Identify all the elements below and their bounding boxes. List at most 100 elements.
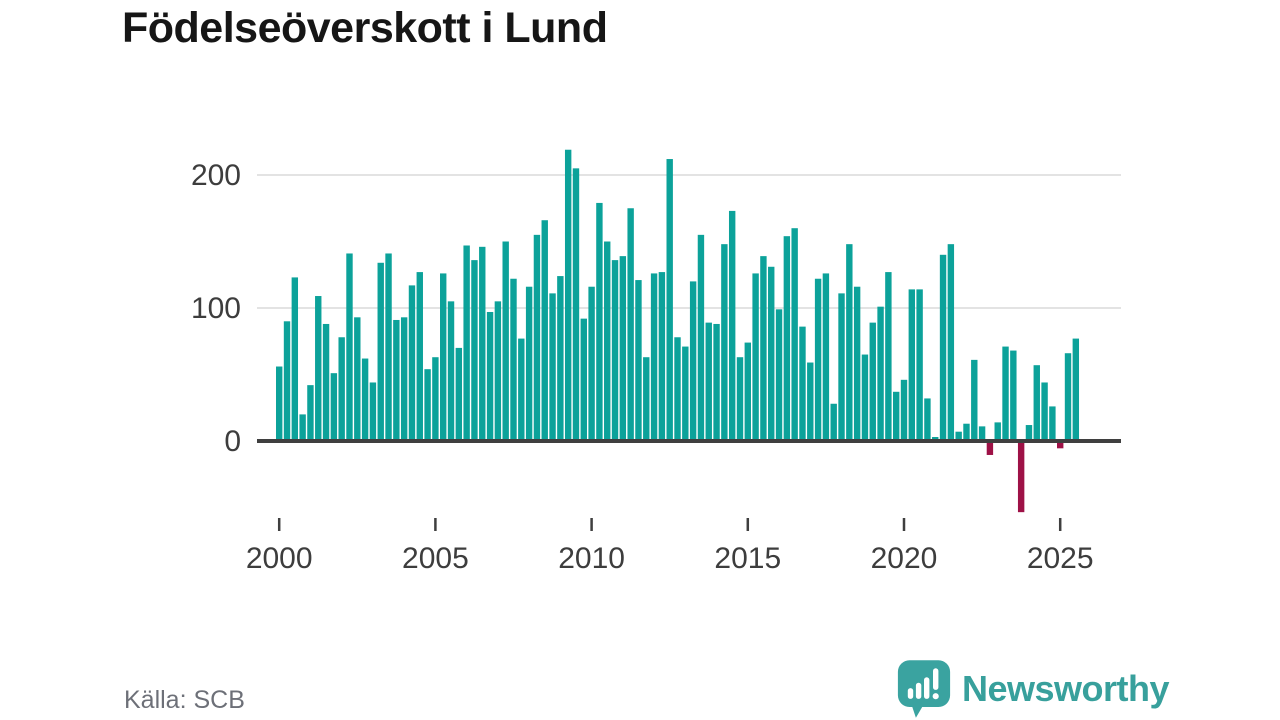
bar xyxy=(783,236,791,441)
bar xyxy=(799,326,806,441)
bar xyxy=(752,273,759,441)
bar xyxy=(1072,338,1080,441)
bar xyxy=(1049,406,1056,441)
bar xyxy=(768,266,775,441)
bar xyxy=(619,256,627,441)
bar xyxy=(400,317,408,441)
bar xyxy=(869,322,876,441)
bar xyxy=(1064,353,1072,441)
bar xyxy=(939,254,947,441)
bar xyxy=(549,293,556,441)
x-axis-tick-label: 2010 xyxy=(558,542,625,575)
bar xyxy=(354,317,361,441)
bar xyxy=(986,443,994,455)
bar xyxy=(432,357,439,441)
bar xyxy=(627,208,634,441)
bar xyxy=(971,359,978,441)
bar xyxy=(744,342,751,441)
bar xyxy=(588,286,595,441)
bar xyxy=(557,276,564,441)
bar xyxy=(643,357,650,441)
x-axis-tick-label: 2015 xyxy=(714,542,781,575)
chart-title: Födelseöverskott i Lund xyxy=(122,4,608,52)
bar xyxy=(1033,365,1040,441)
bar xyxy=(994,422,1001,441)
x-axis-tick-label: 2020 xyxy=(871,542,938,575)
bar xyxy=(1010,350,1017,441)
bar xyxy=(1017,443,1025,513)
bar xyxy=(479,246,486,441)
bar xyxy=(721,244,728,441)
bar xyxy=(283,321,291,441)
bar xyxy=(369,382,377,441)
newsworthy-wordmark: Newsworthy xyxy=(962,668,1170,709)
x-axis-tick-label: 2025 xyxy=(1027,542,1094,575)
bar xyxy=(611,260,619,441)
bar xyxy=(385,253,392,441)
x-axis-tick-label: 2000 xyxy=(246,542,313,575)
bar xyxy=(299,414,306,441)
x-axis-tick-label: 2005 xyxy=(402,542,469,575)
bar xyxy=(494,301,502,441)
bar xyxy=(596,202,603,441)
bar xyxy=(1025,425,1033,441)
y-axis-tick-label: 200 xyxy=(191,159,241,192)
bar xyxy=(947,244,955,441)
bar xyxy=(307,385,314,441)
bar xyxy=(291,277,299,441)
bar xyxy=(689,281,697,441)
bar xyxy=(525,286,533,441)
bar xyxy=(1002,346,1009,441)
bar xyxy=(424,369,431,441)
bar xyxy=(518,338,525,441)
bar xyxy=(330,373,338,441)
bar xyxy=(861,354,869,441)
bar xyxy=(846,244,853,441)
bar xyxy=(361,358,369,441)
bar xyxy=(315,296,322,441)
bar xyxy=(697,234,705,441)
bar xyxy=(900,379,908,441)
bar xyxy=(650,273,658,441)
bar xyxy=(838,293,845,441)
bar xyxy=(885,272,892,441)
bar xyxy=(814,278,822,441)
y-axis-tick-label: 100 xyxy=(191,292,241,325)
bar xyxy=(736,357,744,441)
bar xyxy=(564,149,572,442)
bar xyxy=(447,301,455,441)
bar xyxy=(346,253,353,441)
bar xyxy=(892,391,900,441)
bar xyxy=(853,286,861,441)
bar xyxy=(338,337,345,441)
bar xyxy=(830,403,837,441)
birth-surplus-bar-chart: 0 100 200 2000 2005 2010 2015 2020 2025 xyxy=(191,149,1121,575)
y-axis-tick-label: 0 xyxy=(224,425,241,458)
bar xyxy=(533,234,541,441)
bar xyxy=(908,289,916,441)
bar xyxy=(377,262,384,441)
bar xyxy=(666,159,673,442)
bar xyxy=(791,228,798,441)
bar xyxy=(408,285,416,441)
bar xyxy=(440,273,447,441)
bar xyxy=(510,278,517,441)
bar xyxy=(877,306,884,441)
newsworthy-logo: Newsworthy xyxy=(897,659,1170,719)
bar xyxy=(674,337,681,441)
bar xyxy=(822,273,830,441)
bar xyxy=(705,322,712,441)
bar xyxy=(916,289,923,441)
bar xyxy=(486,311,494,441)
bar xyxy=(455,347,463,441)
bar xyxy=(572,168,580,441)
bar xyxy=(728,210,736,441)
bar xyxy=(471,260,478,441)
bar xyxy=(807,362,814,441)
bar xyxy=(276,366,283,441)
bar xyxy=(502,241,509,441)
bar xyxy=(760,256,767,441)
bar xyxy=(658,272,666,441)
bar xyxy=(978,426,986,441)
bar xyxy=(463,245,470,441)
